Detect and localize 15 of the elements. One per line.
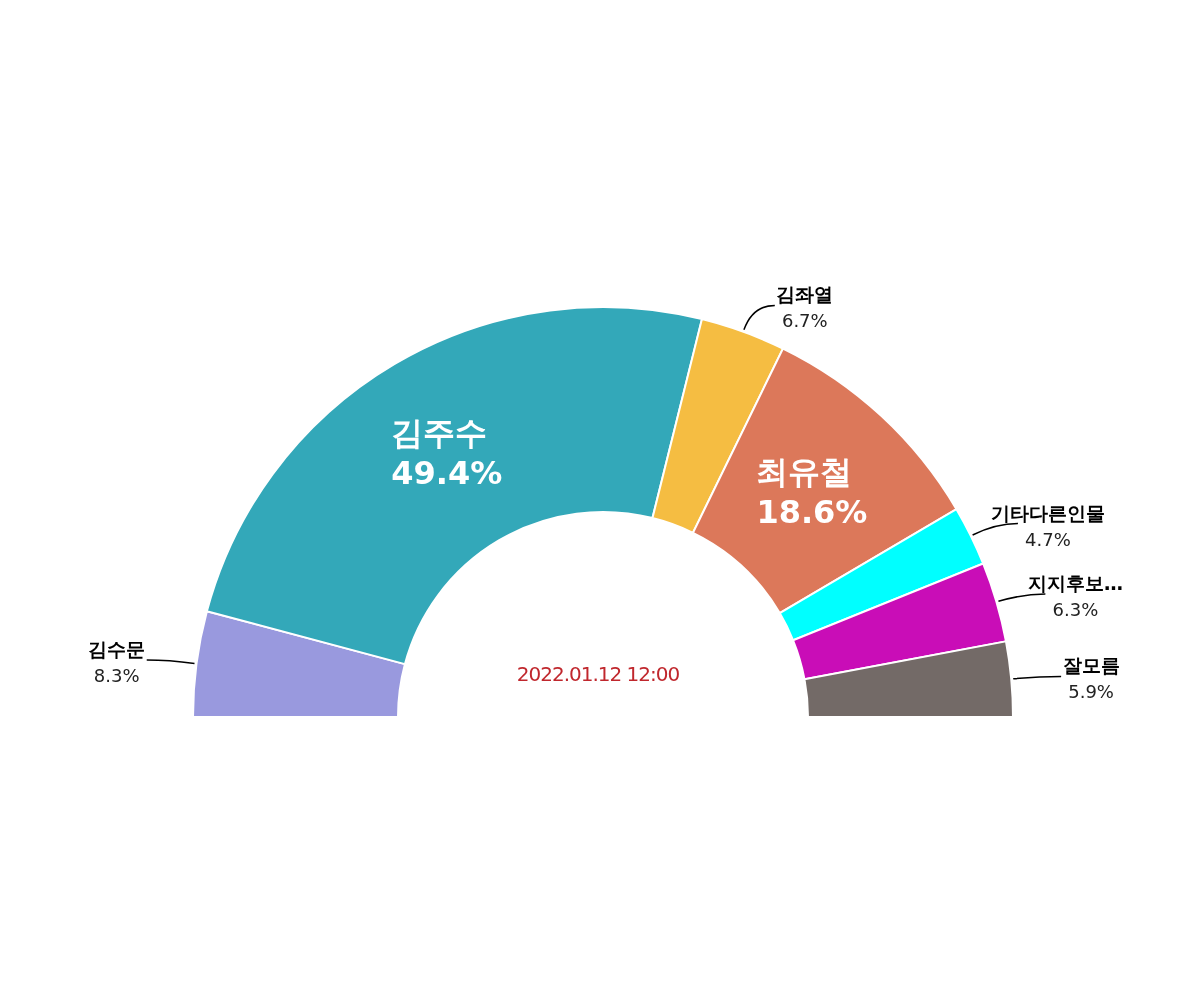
data-label: 6.7% bbox=[781, 310, 828, 332]
data-label: 4.7% bbox=[1025, 528, 1071, 550]
data-label: 18.6% bbox=[756, 493, 868, 532]
data-label: 49.4% bbox=[391, 454, 503, 493]
slice-label: 기타다른인물 bbox=[990, 501, 1105, 524]
slice-label: 잘모름 bbox=[1062, 654, 1120, 677]
data-label: 8.3% bbox=[93, 665, 140, 686]
slice-label: 김주수 bbox=[390, 414, 487, 453]
slice-label: 지지후보… bbox=[1027, 572, 1123, 595]
slice-label: 최유철 bbox=[755, 453, 852, 492]
slice-label: 김좌열 bbox=[776, 283, 834, 306]
text: 2022.01.12 12:00 bbox=[515, 662, 681, 686]
data-label: 5.9% bbox=[1068, 681, 1114, 703]
data-label: 6.3% bbox=[1052, 599, 1099, 621]
slice-label: 김수문 bbox=[88, 638, 146, 660]
